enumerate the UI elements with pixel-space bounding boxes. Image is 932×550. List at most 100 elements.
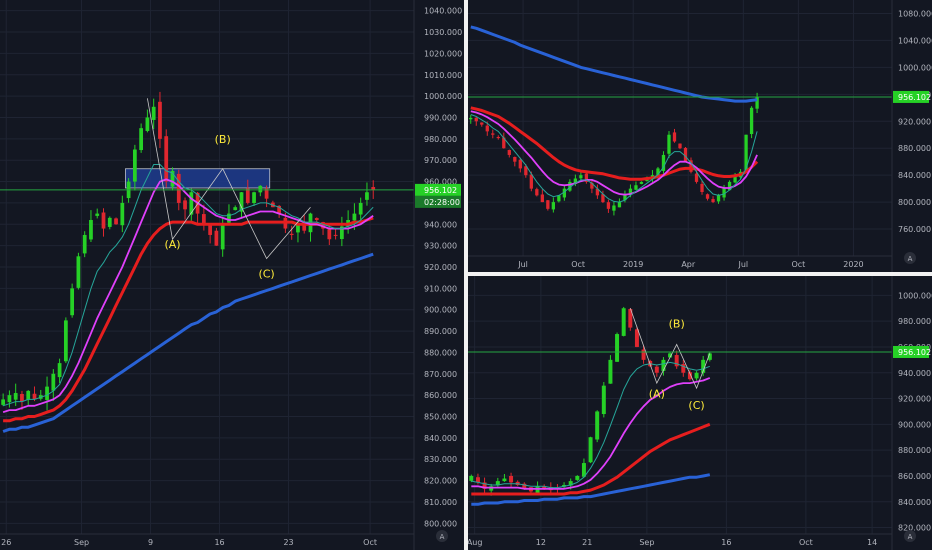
candle-body	[568, 481, 573, 486]
weekly-chart-panel[interactable]: 760.000800.000840.000880.000920.000960.0…	[468, 0, 932, 272]
candle-body	[189, 192, 194, 215]
candle-body	[95, 213, 100, 216]
y-tick-label: 980.000	[898, 317, 931, 326]
price-axis	[892, 0, 932, 272]
ma-red-line	[470, 106, 759, 181]
elliott-wave-line	[147, 98, 311, 260]
y-tick-label: 840.000	[424, 434, 457, 443]
ma-red-line	[471, 422, 711, 496]
candle-body	[557, 195, 561, 202]
candle-body	[89, 220, 93, 240]
candle-body	[227, 213, 231, 223]
candle-body	[733, 175, 737, 183]
candle-body	[661, 359, 666, 371]
candle-body	[145, 117, 150, 131]
candle-body	[57, 363, 62, 378]
candle-body	[535, 189, 539, 196]
scale-auto-icon[interactable]: A	[904, 252, 916, 264]
daily-chart-panel[interactable]: (B) (A) (C) 820.000 840.000 860.000 880.000 900…	[468, 276, 932, 550]
x-tick-label: 2020	[843, 260, 863, 269]
countdown-tag-bg	[415, 195, 461, 208]
candle-body	[277, 205, 282, 214]
candle-body	[132, 149, 137, 182]
x-tick-label: Jul	[737, 260, 748, 269]
ma-fast-line	[471, 361, 710, 489]
candle-body	[711, 199, 715, 203]
ma-red-line	[3, 216, 374, 423]
candle-body	[716, 195, 721, 202]
scale-auto-icon-bg	[904, 530, 916, 542]
scale-auto-icon[interactable]: A	[904, 530, 916, 542]
candle-body	[575, 475, 580, 480]
candles	[469, 92, 759, 216]
grid-lines	[468, 276, 892, 534]
candles	[1, 91, 376, 411]
y-tick-label: 920.000	[424, 263, 457, 272]
candle-body	[507, 150, 511, 155]
candle-body	[20, 393, 24, 402]
candle-body	[82, 234, 87, 254]
scale-auto-icon-bg	[436, 530, 448, 542]
candle-body	[139, 128, 144, 151]
candle-body	[579, 175, 583, 179]
candle-body	[529, 174, 533, 189]
x-tick-label: Sep	[639, 538, 654, 547]
candle-body	[634, 329, 639, 347]
candle-body	[590, 182, 594, 189]
candle-body	[176, 173, 181, 203]
y-tick-label: 1080.000	[898, 9, 932, 18]
candle-body	[542, 486, 547, 489]
main-chart-panel[interactable]: (B) (A) (C) 800.000 810.000 820.000 830.000 840…	[0, 0, 464, 550]
candle-body	[584, 173, 589, 182]
x-tick-label: Oct	[363, 538, 377, 547]
candle-body	[672, 132, 677, 142]
candle-body	[482, 482, 487, 489]
candle-body	[562, 188, 567, 198]
main-chart[interactable]: (B) (A) (C) 800.000 810.000 820.000 830.000 840…	[0, 0, 464, 550]
y-tick-label: 760.000	[898, 225, 931, 234]
y-tick-label: 890.000	[424, 327, 457, 336]
y-tick-label: 860.000	[424, 391, 457, 400]
candle-body	[296, 224, 300, 233]
candle-body	[258, 185, 263, 193]
ma-pink-line	[470, 110, 758, 196]
candle-body	[612, 205, 616, 211]
candle-body	[700, 183, 704, 192]
y-tick-label: 1020.000	[424, 49, 462, 58]
candle-body	[485, 125, 489, 132]
x-tick-label: Oct	[791, 260, 805, 269]
candle-body	[101, 212, 106, 229]
candle-body	[661, 154, 666, 171]
y-tick-label: 800.000	[424, 519, 457, 528]
candle-body	[678, 143, 682, 149]
x-tick-label: 2019	[623, 260, 643, 269]
candle-body	[707, 353, 712, 360]
y-tick-label: 880.000	[898, 144, 931, 153]
y-tick-label: 970.000	[424, 156, 457, 165]
candle-body	[214, 230, 219, 246]
candle-body	[595, 411, 600, 440]
candle-body	[683, 147, 688, 162]
candle-body	[722, 188, 726, 198]
candle-body	[239, 192, 244, 212]
y-tick-label: 840.000	[898, 498, 931, 507]
scale-auto-icon[interactable]: A	[436, 530, 448, 542]
candle-body	[601, 385, 606, 415]
y-tick-label: 850.000	[424, 413, 457, 422]
weekly-chart[interactable]: 760.000800.000840.000880.000920.000960.0…	[468, 0, 932, 272]
candle-body	[70, 288, 75, 316]
y-tick-label: 840.000	[898, 171, 931, 180]
candle-body	[352, 213, 357, 221]
last-price-tag: 956.102 02:28:00	[415, 183, 461, 208]
candle-body	[546, 200, 550, 209]
candle-body	[170, 170, 175, 187]
candle-body	[674, 355, 679, 367]
y-tick-label: 880.000	[424, 348, 457, 357]
candle-body	[474, 117, 478, 122]
wave-label: (C)	[258, 268, 274, 281]
candle-body	[63, 320, 68, 362]
scale-auto-icon-bg	[904, 252, 916, 264]
daily-chart[interactable]: (B) (A) (C) 820.000 840.000 860.000 880.000 900…	[468, 276, 932, 550]
candle-body	[32, 393, 37, 400]
wave-label: (A)	[649, 387, 665, 400]
